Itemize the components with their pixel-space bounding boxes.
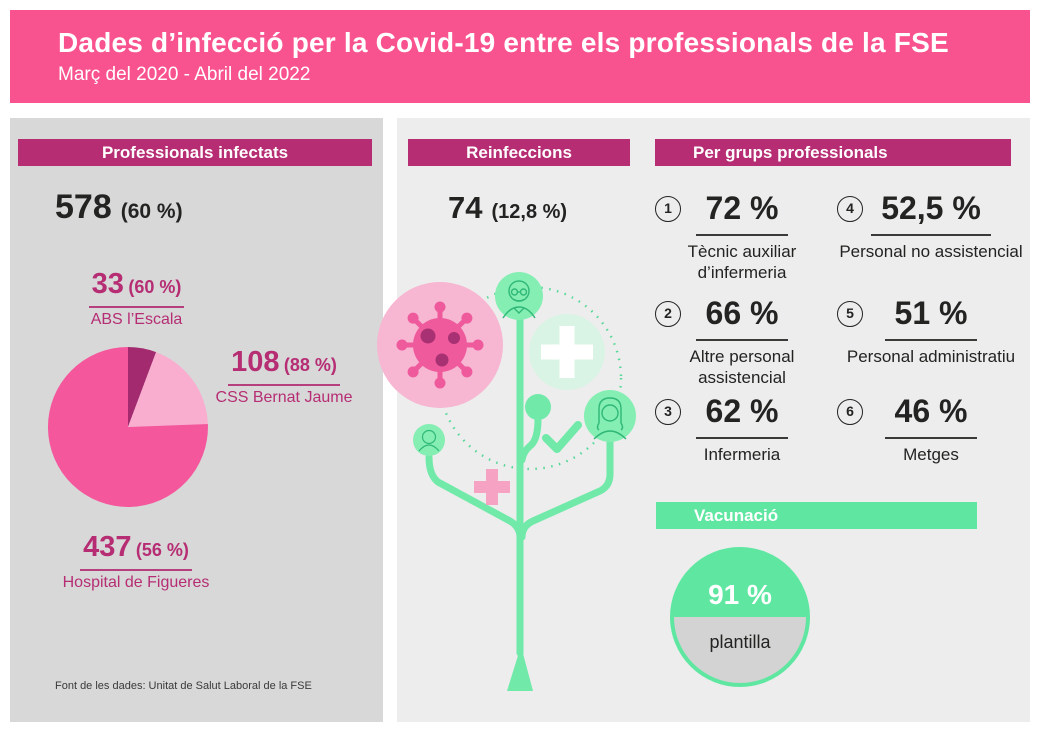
stat-hospital-figueres-value-line: 437 (56 %) [80,531,192,571]
group-item-3: 3 62 % Infermeria [653,393,831,465]
group-item-2: 2 66 % Altre personal assistencial [653,295,831,389]
group-pct: 52,5 % [871,190,991,236]
covid-tree-illustration [377,272,636,691]
infected-section-title-bar: Professionals infectats [18,139,372,166]
stat-hospital-figueres: 437 (56 %) Hospital de Figueres [46,531,226,592]
reinfections-section-title-bar: Reinfeccions [408,139,630,166]
woman-person-icon [584,390,636,442]
reinfections-value: 74 [448,190,483,225]
infected-total-pct: (60 %) [120,200,183,223]
page-subtitle: Març del 2020 - Abril del 2022 [58,64,311,86]
group-number-badge: 2 [655,301,681,327]
pie-slice-hospital-figueres [47,347,208,507]
group-item-5: 5 51 % Personal administratiu [835,295,1027,367]
stat-css-bernat-jaume: 108 (88 %) CSS Bernat Jaume [198,346,370,407]
infected-panel: Professionals infectats 578 (60 %) 33 (6… [10,118,383,722]
stat-css-bernat-jaume-value-line: 108 (88 %) [228,346,340,386]
vaccination-section-title-bar: Vacunació [656,502,977,529]
stat-hospital-figueres-value: 437 [83,531,132,563]
group-item-6: 6 46 % Metges [835,393,1027,465]
plus-icon [474,469,510,505]
man-person-icon [413,424,445,456]
virus-icon [396,301,484,389]
reinfections-pct: (12,8 %) [491,201,568,223]
medical-cross-icon [541,326,593,378]
vaccination-gauge: 91 % plantilla [670,547,810,687]
small-dot [525,394,551,420]
main-panel: Reinfeccions 74 (12,8 %) Per grups profe… [397,118,1030,722]
vaccination-section-title: Vacunació [694,506,779,525]
group-number-badge: 1 [655,196,681,222]
data-source-note: Font de les dades: Unitat de Salut Labor… [55,680,312,692]
header-banner: Dades d’infecció per la Covid-19 entre e… [10,10,1030,103]
page-title: Dades d’infecció per la Covid-19 entre e… [58,27,949,58]
group-item-4: 4 52,5 % Personal no assistencial [835,190,1027,262]
group-pct: 66 % [695,295,789,341]
group-number-badge: 3 [655,399,681,425]
doctor-person-icon [495,272,543,320]
stat-abs-escala-label: ABS l’Escala [90,311,183,328]
group-pct: 51 % [884,295,978,341]
reinfections-stat: 74 (12,8 %) [448,190,567,226]
group-pct: 72 % [695,190,789,236]
infected-total-stat: 578 (60 %) [55,188,183,227]
tree-base [507,646,533,691]
group-label: Infermeria [703,445,781,464]
pie-slice-css-bernat-jaume [128,352,208,427]
infected-pie-chart [47,347,208,507]
stat-css-bernat-jaume-label: CSS Bernat Jaume [215,389,353,406]
group-label: Altre personal assistencial [689,347,795,388]
group-number-badge: 6 [837,399,863,425]
stat-abs-escala: 33 (60 %) ABS l’Escala [49,268,224,329]
stat-abs-escala-value: 33 [91,268,124,300]
dotted-circle [437,285,623,471]
pie-slice-abs-escala [128,347,157,427]
group-pct: 62 % [695,393,789,439]
vaccination-value: 91 % [708,579,772,610]
group-label: Tècnic auxiliar d’infermeria [687,242,797,283]
tree-branches [425,304,614,657]
vaccination-label: plantilla [709,632,771,652]
group-pct: 46 % [884,393,978,439]
stat-abs-escala-pct: (60 %) [128,277,182,297]
groups-section-title-bar: Per grups professionals [655,139,1011,166]
infected-section-title: Professionals infectats [101,143,289,162]
group-label: Personal administratiu [846,347,1016,366]
group-number-badge: 4 [837,196,863,222]
group-item-1: 1 72 % Tècnic auxiliar d’infermeria [653,190,831,284]
stat-css-bernat-jaume-value: 108 [231,346,280,378]
check-icon [542,421,582,453]
stat-hospital-figueres-label: Hospital de Figueres [62,574,210,591]
stat-hospital-figueres-pct: (56 %) [135,540,189,560]
stat-abs-escala-value-line: 33 (60 %) [88,268,185,308]
group-label: Personal no assistencial [839,242,1023,261]
groups-section-title: Per grups professionals [693,143,888,162]
group-number-badge: 5 [837,301,863,327]
group-label: Metges [903,445,959,464]
reinfections-section-title: Reinfeccions [466,143,572,162]
stat-css-bernat-jaume-pct: (88 %) [283,355,337,375]
infected-total-value: 578 [55,188,112,226]
